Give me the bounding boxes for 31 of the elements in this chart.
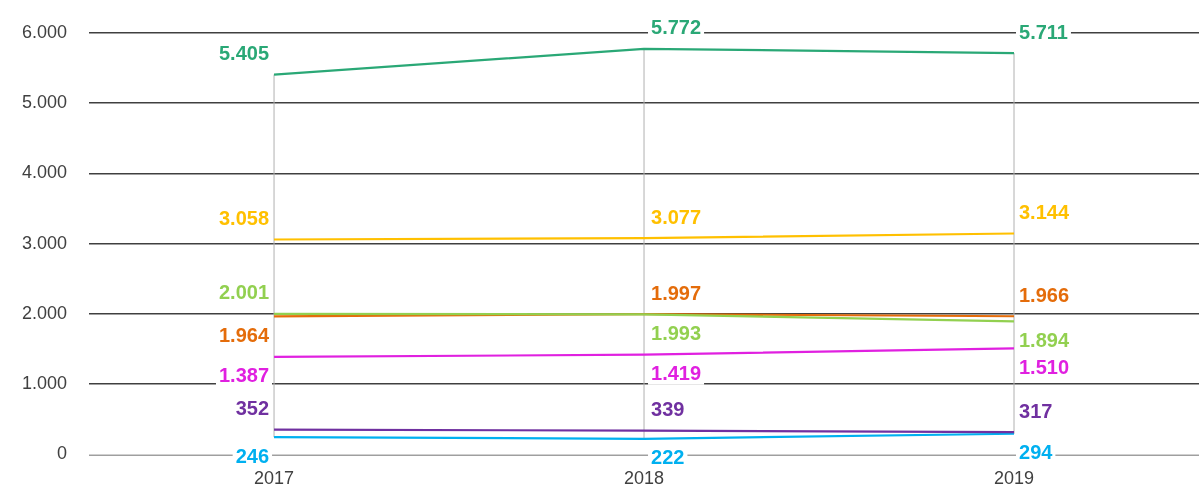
data-label: 5.772 xyxy=(651,16,702,39)
data-label: 5.405 xyxy=(218,42,270,65)
data-label: 1.993 xyxy=(651,321,702,344)
data-label: 1.894 xyxy=(1019,328,1070,351)
data-label: 317 xyxy=(1019,399,1053,422)
data-label: 294 xyxy=(1019,441,1054,464)
data-label: 3.077 xyxy=(651,205,702,228)
y-tick-label: 2.000 xyxy=(22,302,68,323)
x-tick-label: 2017 xyxy=(254,468,295,489)
x-tick-label: 2018 xyxy=(624,468,665,489)
data-label: 1.997 xyxy=(651,281,702,304)
x-tick-label: 2019 xyxy=(993,468,1035,489)
data-label: 1.966 xyxy=(1019,283,1070,306)
y-tick-label: 1.000 xyxy=(22,373,68,394)
data-label: 1.419 xyxy=(651,362,702,385)
data-label: 2.001 xyxy=(218,281,270,304)
data-label: 1.387 xyxy=(218,364,270,387)
data-label: 3.058 xyxy=(218,207,270,230)
data-label: 246 xyxy=(235,444,270,467)
data-label: 3.144 xyxy=(1019,201,1070,223)
data-label: 352 xyxy=(235,397,270,420)
y-tick-label: 5.000 xyxy=(22,92,68,113)
data-label: 1.964 xyxy=(218,323,270,346)
y-tick-label: 4.000 xyxy=(22,162,68,183)
data-label: 5.711 xyxy=(1019,20,1068,43)
data-label: 339 xyxy=(651,398,685,421)
y-tick-label: 0 xyxy=(57,443,68,464)
data-label: 1.510 xyxy=(1019,355,1070,378)
y-tick-label: 6.000 xyxy=(22,21,68,42)
y-tick-label: 3.000 xyxy=(22,232,68,253)
data-label: 222 xyxy=(651,446,685,469)
